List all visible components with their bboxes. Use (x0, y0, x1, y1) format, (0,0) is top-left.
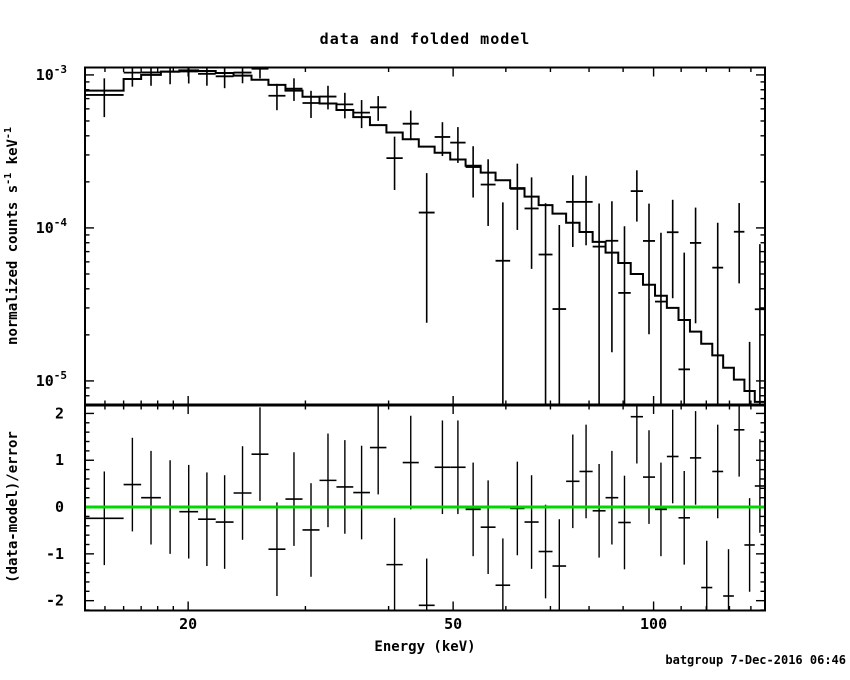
y-tick-label: 10-4 (36, 216, 68, 237)
x-tick-label: 20 (179, 615, 197, 633)
y-tick-label: -2 (46, 592, 64, 610)
y-axis-label-bottom: (data-model)/error (5, 431, 21, 583)
timestamp-footer: batgroup 7-Dec-2016 06:46 (665, 653, 846, 667)
x-tick-label: 100 (640, 615, 667, 633)
x-axis-label: Energy (keV) (374, 639, 475, 655)
y-tick-label: 0 (55, 498, 64, 516)
y-axis-label-top: normalized counts s-1 keV-1 (3, 127, 21, 345)
y-tick-label: 2 (55, 404, 64, 422)
y-tick-label: 1 (55, 451, 64, 469)
plot-frame (84, 66, 766, 612)
chart-title: data and folded model (320, 30, 531, 48)
x-tick-label: 50 (444, 615, 462, 633)
y-tick-label: -1 (46, 545, 64, 563)
model-histogram (85, 69, 765, 405)
y-tick-label: 10-5 (36, 369, 67, 390)
y-tick-label: 10-3 (36, 63, 67, 84)
